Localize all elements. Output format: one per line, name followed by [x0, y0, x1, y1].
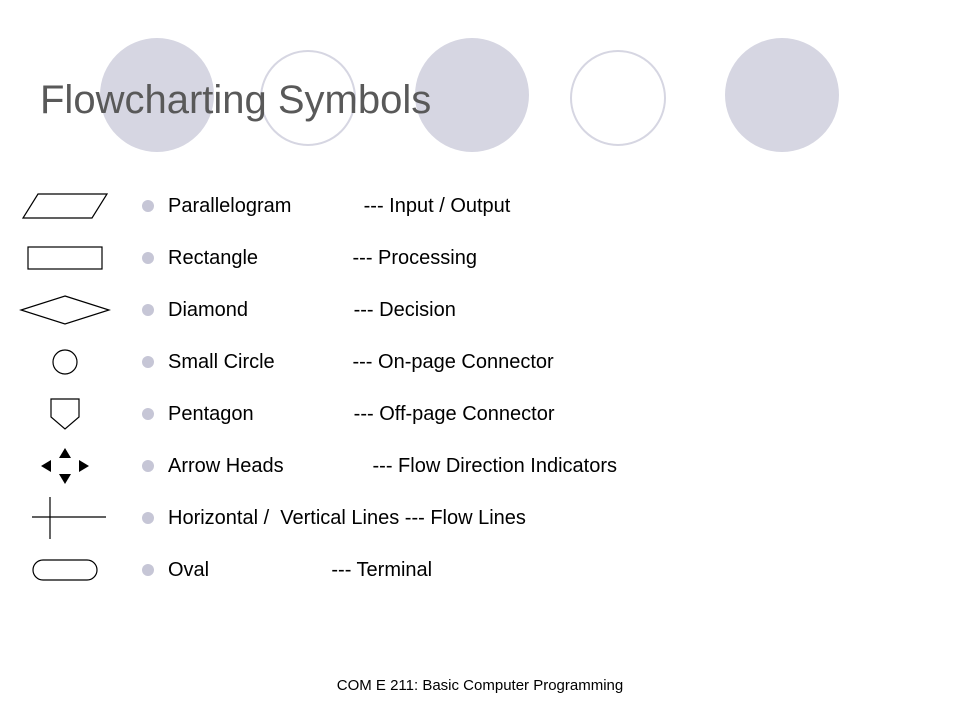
item-text: Diamond --- Decision [160, 299, 456, 322]
list-item: Diamond --- Decision [0, 284, 960, 336]
shape-cell [0, 232, 130, 284]
list-item: Arrow Heads --- Flow Direction Indicator… [0, 440, 960, 492]
bullet-cell [130, 252, 160, 264]
footer-text: COM E 211: Basic Computer Programming [0, 677, 960, 694]
list-item: Oval --- Terminal [0, 544, 960, 596]
item-text: Horizontal / Vertical Lines --- Flow Lin… [160, 507, 526, 530]
bullet-icon [142, 356, 154, 368]
bullet-icon [142, 460, 154, 472]
shape-cell [0, 440, 130, 492]
item-text: Pentagon --- Off-page Connector [160, 403, 554, 426]
parallelogram-icon [20, 191, 110, 221]
decorative-circle [725, 38, 839, 152]
pentagon-icon [45, 395, 85, 433]
bullet-icon [142, 564, 154, 576]
bullet-cell [130, 564, 160, 576]
shape-cell [0, 180, 130, 232]
bullet-icon [142, 512, 154, 524]
bullet-cell [130, 356, 160, 368]
rectangle-icon [25, 244, 105, 272]
arrows-icon [35, 446, 95, 486]
shape-cell [0, 284, 130, 336]
bullet-cell [130, 460, 160, 472]
list-item: Rectangle --- Processing [0, 232, 960, 284]
diamond-icon [18, 293, 112, 327]
oval-icon [30, 557, 100, 583]
bullet-icon [142, 252, 154, 264]
bullet-icon [142, 304, 154, 316]
shape-cell [0, 336, 130, 388]
item-text: Small Circle --- On-page Connector [160, 351, 554, 374]
shape-cell [0, 544, 130, 596]
lines-icon [20, 495, 110, 541]
decorative-circle [570, 50, 666, 146]
circle-icon [50, 347, 80, 377]
decorative-circle [415, 38, 529, 152]
bullet-cell [130, 304, 160, 316]
item-text: Arrow Heads --- Flow Direction Indicator… [160, 455, 617, 478]
list-item: Parallelogram --- Input / Output [0, 180, 960, 232]
bullet-icon [142, 408, 154, 420]
bullet-icon [142, 200, 154, 212]
item-text: Oval --- Terminal [160, 559, 432, 582]
bullet-cell [130, 512, 160, 524]
bullet-cell [130, 408, 160, 420]
page-title: Flowcharting Symbols [40, 78, 431, 123]
list-item: Horizontal / Vertical Lines --- Flow Lin… [0, 492, 960, 544]
item-text: Parallelogram --- Input / Output [160, 195, 510, 218]
shape-cell [0, 388, 130, 440]
list-item: Pentagon --- Off-page Connector [0, 388, 960, 440]
shape-cell [0, 492, 130, 544]
symbol-list: Parallelogram --- Input / Output Rectangl… [0, 180, 960, 596]
list-item: Small Circle --- On-page Connector [0, 336, 960, 388]
bullet-cell [130, 200, 160, 212]
item-text: Rectangle --- Processing [160, 247, 477, 270]
